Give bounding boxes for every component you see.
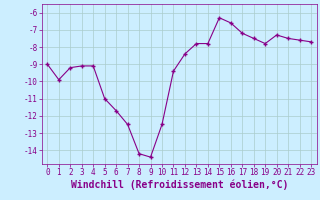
X-axis label: Windchill (Refroidissement éolien,°C): Windchill (Refroidissement éolien,°C) [70, 180, 288, 190]
